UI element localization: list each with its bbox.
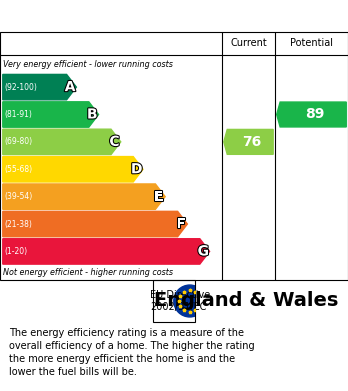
Text: 89: 89 (305, 108, 325, 122)
Text: (39-54): (39-54) (4, 192, 32, 201)
Text: G: G (198, 244, 209, 258)
Text: Potential: Potential (290, 38, 333, 48)
Polygon shape (3, 239, 209, 264)
Polygon shape (3, 184, 165, 209)
Text: England & Wales: England & Wales (154, 292, 338, 310)
Text: Not energy efficient - higher running costs: Not energy efficient - higher running co… (3, 268, 174, 277)
Text: EU Directive
2002/91/EC: EU Directive 2002/91/EC (150, 290, 210, 312)
Text: Current: Current (230, 38, 267, 48)
Text: F: F (176, 217, 186, 231)
Text: E: E (154, 190, 164, 204)
Text: (69-80): (69-80) (4, 137, 32, 146)
Text: The energy efficiency rating is a measure of the
overall efficiency of a home. T: The energy efficiency rating is a measur… (9, 328, 254, 377)
Text: Energy Efficiency Rating: Energy Efficiency Rating (9, 9, 219, 23)
Text: A: A (65, 80, 76, 94)
Text: (81-91): (81-91) (4, 110, 32, 119)
Polygon shape (3, 129, 121, 154)
Text: (55-68): (55-68) (4, 165, 32, 174)
Polygon shape (3, 74, 76, 100)
Text: (92-100): (92-100) (4, 83, 37, 91)
Text: B: B (87, 108, 97, 122)
Text: (1-20): (1-20) (4, 247, 27, 256)
Text: 76: 76 (242, 135, 262, 149)
Polygon shape (3, 156, 143, 182)
Text: D: D (131, 162, 142, 176)
Text: (21-38): (21-38) (4, 219, 32, 229)
Text: C: C (109, 135, 120, 149)
Circle shape (174, 285, 206, 317)
Polygon shape (224, 129, 273, 154)
Polygon shape (3, 212, 187, 237)
Polygon shape (3, 102, 98, 127)
Polygon shape (277, 102, 346, 127)
Text: Very energy efficient - lower running costs: Very energy efficient - lower running co… (3, 59, 173, 68)
